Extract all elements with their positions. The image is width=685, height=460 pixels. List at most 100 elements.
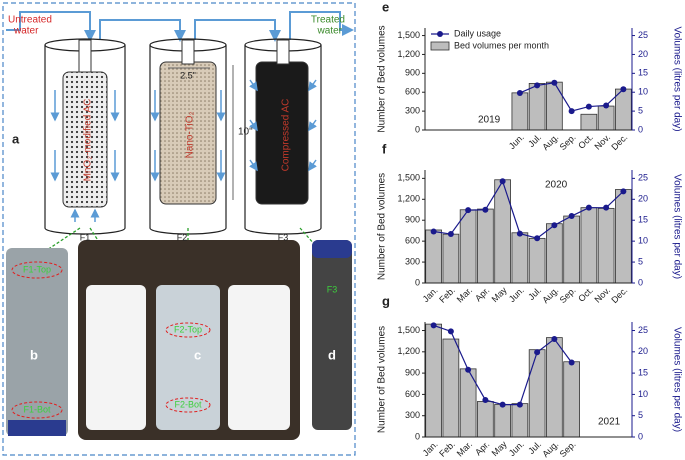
point	[534, 235, 541, 242]
legend-swatch	[430, 41, 450, 51]
bar	[546, 223, 563, 284]
point	[568, 359, 575, 366]
bar	[511, 403, 529, 438]
bar	[546, 81, 563, 131]
y2-tick-label: 25	[638, 325, 648, 335]
legend-label: Bed volumes per month	[454, 40, 549, 50]
photo-d	[312, 240, 352, 430]
annotation: 2021	[598, 417, 621, 428]
bar	[511, 232, 529, 284]
bar	[597, 105, 615, 131]
bar	[425, 229, 442, 284]
point	[568, 213, 575, 220]
annotation: 2020	[545, 180, 568, 191]
x-tick-label: Mar.	[455, 285, 474, 304]
bar	[477, 208, 494, 284]
photo-tag: F1-Top	[23, 264, 51, 274]
x-tick-label: Nov.	[593, 132, 613, 152]
bar	[580, 207, 598, 284]
y-tick-label: 1,200	[397, 49, 420, 59]
y2-tick-label: 15	[638, 68, 648, 78]
core	[276, 39, 290, 65]
x-tick-label: Apr.	[473, 439, 491, 457]
bar	[442, 233, 460, 284]
y-tick-label: 900	[405, 215, 420, 225]
photo-tag: F2-Top	[174, 324, 202, 334]
core	[181, 39, 195, 65]
panel-label: a	[12, 131, 20, 146]
y-tick-label: 1,500	[397, 173, 420, 183]
y-tick-label: 600	[405, 87, 420, 97]
y2-tick-label: 25	[638, 30, 648, 40]
media-label: MnO₂-modified AC	[83, 99, 94, 182]
y2-tick-label: 10	[638, 389, 648, 399]
y-tick-label: 900	[405, 68, 420, 78]
x-tick-label: Dec.	[609, 132, 629, 152]
point	[516, 230, 523, 237]
y2-tick-label: 5	[638, 105, 643, 115]
outlet-label: Treated	[311, 15, 345, 26]
pipe	[289, 11, 354, 40]
bar	[563, 361, 580, 438]
pipe	[99, 19, 186, 42]
x-tick-label: Jun.	[507, 439, 526, 458]
core	[78, 39, 92, 73]
y-tick-label: 1,500	[397, 325, 420, 335]
housing-photo	[86, 285, 146, 430]
x-tick-label: Jan.	[421, 285, 440, 304]
photo-d-cap	[312, 240, 352, 258]
y2-tick-label: 0	[638, 124, 643, 134]
housing-photo	[156, 285, 220, 430]
y-axis-label: Number of Bed volumes	[377, 173, 388, 280]
x-tick-label: Oct.	[576, 285, 595, 304]
panel-label: c	[194, 347, 201, 362]
y-tick-label: 1,500	[397, 30, 420, 40]
annotation: 2019	[478, 115, 501, 126]
photo-b-base	[8, 420, 66, 436]
y-tick-label: 1,200	[397, 346, 420, 356]
photo-tag: F3	[327, 284, 338, 294]
x-tick-label: Jun.	[507, 132, 526, 151]
y-tick-label: 1,200	[397, 194, 420, 204]
point	[482, 206, 489, 213]
bar	[494, 179, 511, 284]
point	[585, 103, 592, 110]
point	[465, 366, 472, 373]
diagram: Untreated water Treated water a MnO₂-mod…	[2, 2, 356, 456]
x-tick-label: Sep.	[558, 439, 578, 459]
x-tick-label: Jan.	[421, 439, 440, 458]
photo-b	[6, 248, 68, 436]
point	[534, 349, 541, 356]
diameter-label: 2.5"	[180, 70, 196, 80]
x-tick-label: Sep.	[558, 285, 578, 305]
y-tick-label: 600	[405, 389, 420, 399]
panel-label: e	[382, 0, 389, 14]
pipe	[6, 11, 96, 42]
point	[499, 401, 506, 408]
x-tick-label: Jun.	[507, 285, 526, 304]
y2-tick-label: 5	[638, 256, 643, 266]
photo-tag: F1-Bot	[23, 404, 51, 414]
y-tick-label: 300	[405, 410, 420, 420]
point	[568, 108, 575, 115]
media-label: Compressed AC	[281, 99, 292, 172]
y2-tick-label: 20	[638, 346, 648, 356]
y2-tick-label: 15	[638, 367, 648, 377]
tag-outlines	[11, 261, 211, 419]
filter-id: F3	[278, 232, 289, 242]
point	[516, 401, 523, 408]
x-tick-label: Feb.	[437, 285, 457, 305]
point	[585, 204, 592, 211]
point	[482, 396, 489, 403]
inlet-label: water	[13, 26, 39, 37]
pipe	[194, 19, 281, 42]
bar	[597, 207, 615, 284]
bar	[442, 338, 460, 438]
x-tick-label: Aug.	[540, 132, 560, 152]
point	[603, 204, 610, 211]
bar	[425, 323, 442, 438]
bar	[546, 337, 563, 438]
panel-label: b	[30, 347, 38, 362]
x-tick-label: May	[490, 439, 509, 458]
